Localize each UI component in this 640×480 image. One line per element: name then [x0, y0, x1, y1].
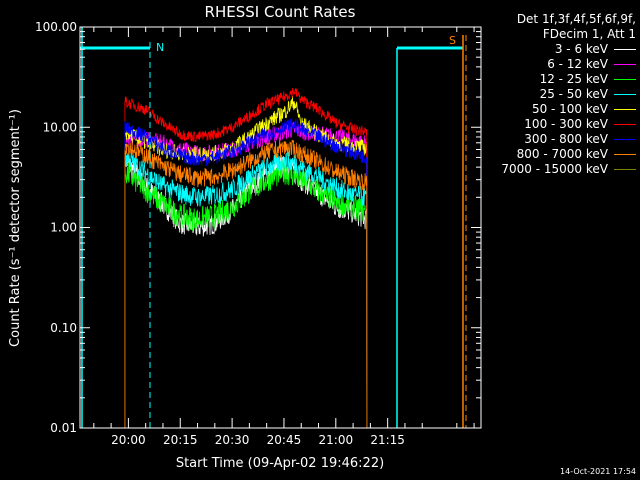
legend-header-line-1: Det 1f,3f,4f,5f,6f,9f,	[516, 12, 636, 26]
legend-entry: 7000 - 15000 keV	[466, 162, 636, 177]
series-layer	[124, 87, 368, 429]
legend-label: 25 - 50 keV	[539, 87, 608, 101]
series-line-300-800-kev	[124, 118, 368, 429]
legend-swatch	[614, 94, 636, 95]
legend-label: 6 - 12 keV	[547, 57, 608, 71]
legend-entry: 6 - 12 keV	[466, 57, 636, 72]
legend: Det 1f,3f,4f,5f,6f,9f, FDecim 1, Att 1 3…	[466, 12, 636, 177]
x-tick-label: 20:15	[163, 433, 198, 447]
saa-marker-label: S	[449, 34, 456, 47]
legend-swatch	[614, 49, 636, 50]
x-tick-label: 20:45	[267, 433, 302, 447]
legend-label: 3 - 6 keV	[554, 42, 608, 56]
x-axis-title: Start Time (09-Apr-02 19:46:22)	[176, 456, 384, 471]
legend-swatch	[614, 79, 636, 80]
overlay-layer: NS	[80, 27, 467, 428]
legend-entry: 800 - 7000 keV	[466, 147, 636, 162]
night-marker-label: N	[156, 41, 164, 54]
legend-swatch	[614, 169, 636, 170]
legend-label: 7000 - 15000 keV	[501, 162, 608, 176]
y-tick-label: 0.01	[50, 421, 77, 435]
legend-entry: 50 - 100 keV	[466, 102, 636, 117]
y-tick-label: 100.00	[35, 20, 77, 34]
x-tick-label: 20:00	[111, 433, 146, 447]
axes-layer: 100.00 10.00 1.00 0.10 0.01 20:00 20:15 20:30 20…	[35, 20, 482, 447]
legend-swatch	[614, 154, 636, 155]
legend-header-line-2: FDecim 1, Att 1	[542, 27, 636, 41]
legend-label: 300 - 800 keV	[524, 132, 608, 146]
timestamp: 14-Oct-2021 17:54	[560, 467, 636, 476]
legend-entry: 3 - 6 keV	[466, 42, 636, 57]
x-tick-label: 21:00	[319, 433, 354, 447]
series-line-100-300-kev	[124, 87, 368, 429]
y-axis-title: Count Rate (s⁻¹ detector segment⁻¹)	[8, 109, 23, 347]
legend-label: 12 - 25 keV	[539, 72, 608, 86]
legend-entry: 300 - 800 keV	[466, 132, 636, 147]
legend-label: 100 - 300 keV	[524, 117, 608, 131]
legend-entry: 100 - 300 keV	[466, 117, 636, 132]
legend-swatch	[614, 124, 636, 125]
legend-swatch	[614, 139, 636, 140]
series-line-800-7000-kev	[124, 139, 368, 429]
legend-label: 800 - 7000 keV	[516, 147, 608, 161]
legend-entry: 25 - 50 keV	[466, 87, 636, 102]
y-tick-label: 0.10	[50, 321, 77, 335]
y-tick-label: 10.00	[43, 120, 77, 134]
legend-swatch	[614, 109, 636, 110]
x-tick-label: 20:30	[215, 433, 250, 447]
legend-swatch	[614, 64, 636, 65]
series-line-6-12-kev	[124, 121, 368, 429]
series-line-25-50-kev	[124, 145, 368, 429]
y-tick-label: 1.00	[50, 221, 77, 235]
legend-label: 50 - 100 keV	[531, 102, 608, 116]
legend-entry: 12 - 25 keV	[466, 72, 636, 87]
x-tick-label: 21:15	[370, 433, 405, 447]
legend-rows: 3 - 6 keV 6 - 12 keV 12 - 25 keV 25 - 50 ke…	[466, 42, 636, 177]
plot-frame	[79, 26, 482, 429]
chart-title: RHESSI Count Rates	[205, 3, 356, 21]
series-line-12-25-kev	[124, 159, 368, 429]
